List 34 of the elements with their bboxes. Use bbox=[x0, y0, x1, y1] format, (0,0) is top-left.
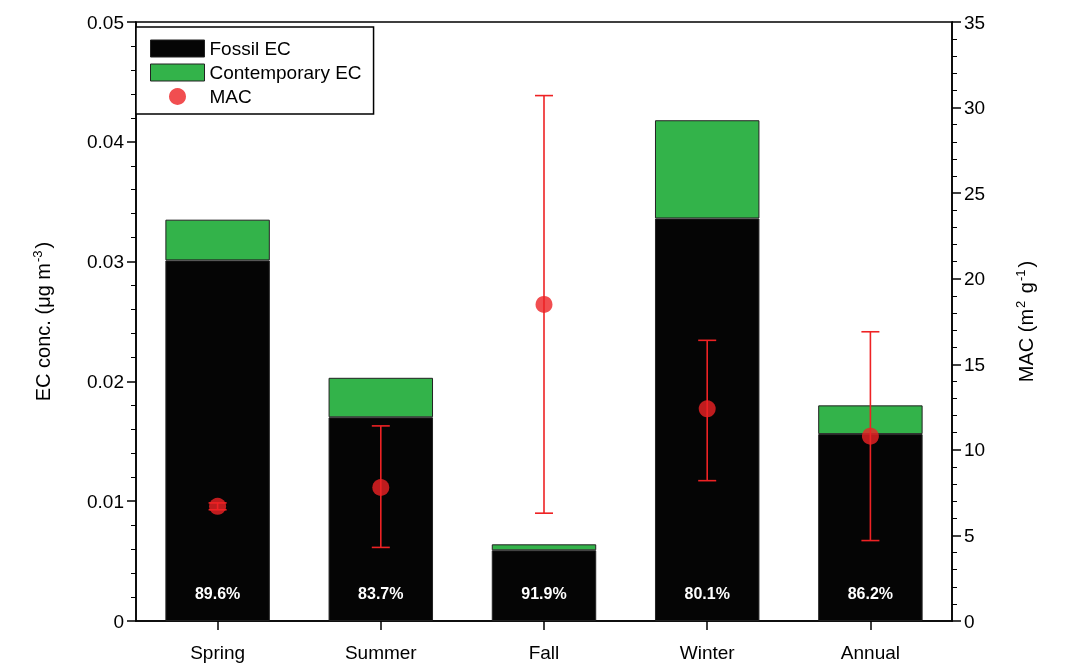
point bbox=[698, 400, 716, 418]
y-tick-label: 0.03 bbox=[87, 251, 124, 273]
y-axis-title: EC conc. (μg m-3) bbox=[30, 241, 54, 402]
legend-label: Contemporary EC bbox=[209, 62, 362, 83]
y2-tick-label: 25 bbox=[964, 182, 986, 204]
y2-tick-label: 5 bbox=[964, 524, 975, 546]
y2-tick-label: 20 bbox=[964, 268, 986, 290]
x-tick-label: Fall bbox=[528, 642, 560, 663]
y-tick-label: 0.05 bbox=[87, 11, 124, 33]
annotation: 80.1% bbox=[684, 584, 730, 602]
annotation: 83.7% bbox=[358, 584, 404, 602]
annotation: 91.9% bbox=[521, 584, 567, 602]
y-tick-label: 0.02 bbox=[87, 370, 124, 392]
point bbox=[372, 479, 390, 496]
y2-axis-title: MAC (m2 g-1) bbox=[1013, 260, 1037, 383]
y-tick-label: 0.04 bbox=[87, 131, 125, 153]
point bbox=[209, 497, 227, 515]
y2-tick-label: 0 bbox=[964, 610, 975, 632]
y2-tick-label: 30 bbox=[964, 97, 986, 119]
y2-tick-label: 35 bbox=[964, 11, 986, 33]
y2-tick-label: 15 bbox=[964, 353, 986, 375]
legend-label: Fossil EC bbox=[209, 38, 291, 59]
y2-tick-label: 10 bbox=[964, 439, 986, 461]
annotation: 86.2% bbox=[847, 584, 894, 602]
point bbox=[861, 427, 879, 445]
x-tick-label: Summer bbox=[344, 642, 418, 663]
annotation: 89.6% bbox=[194, 584, 241, 602]
y-tick-label: 0 bbox=[113, 610, 124, 632]
x-tick-label: Annual bbox=[840, 642, 900, 663]
y-tick-label: 0.01 bbox=[87, 490, 124, 512]
legend-label: MAC bbox=[209, 86, 252, 107]
point bbox=[535, 295, 553, 313]
x-tick-label: Winter bbox=[679, 642, 736, 663]
x-tick-label: Spring bbox=[190, 642, 246, 663]
